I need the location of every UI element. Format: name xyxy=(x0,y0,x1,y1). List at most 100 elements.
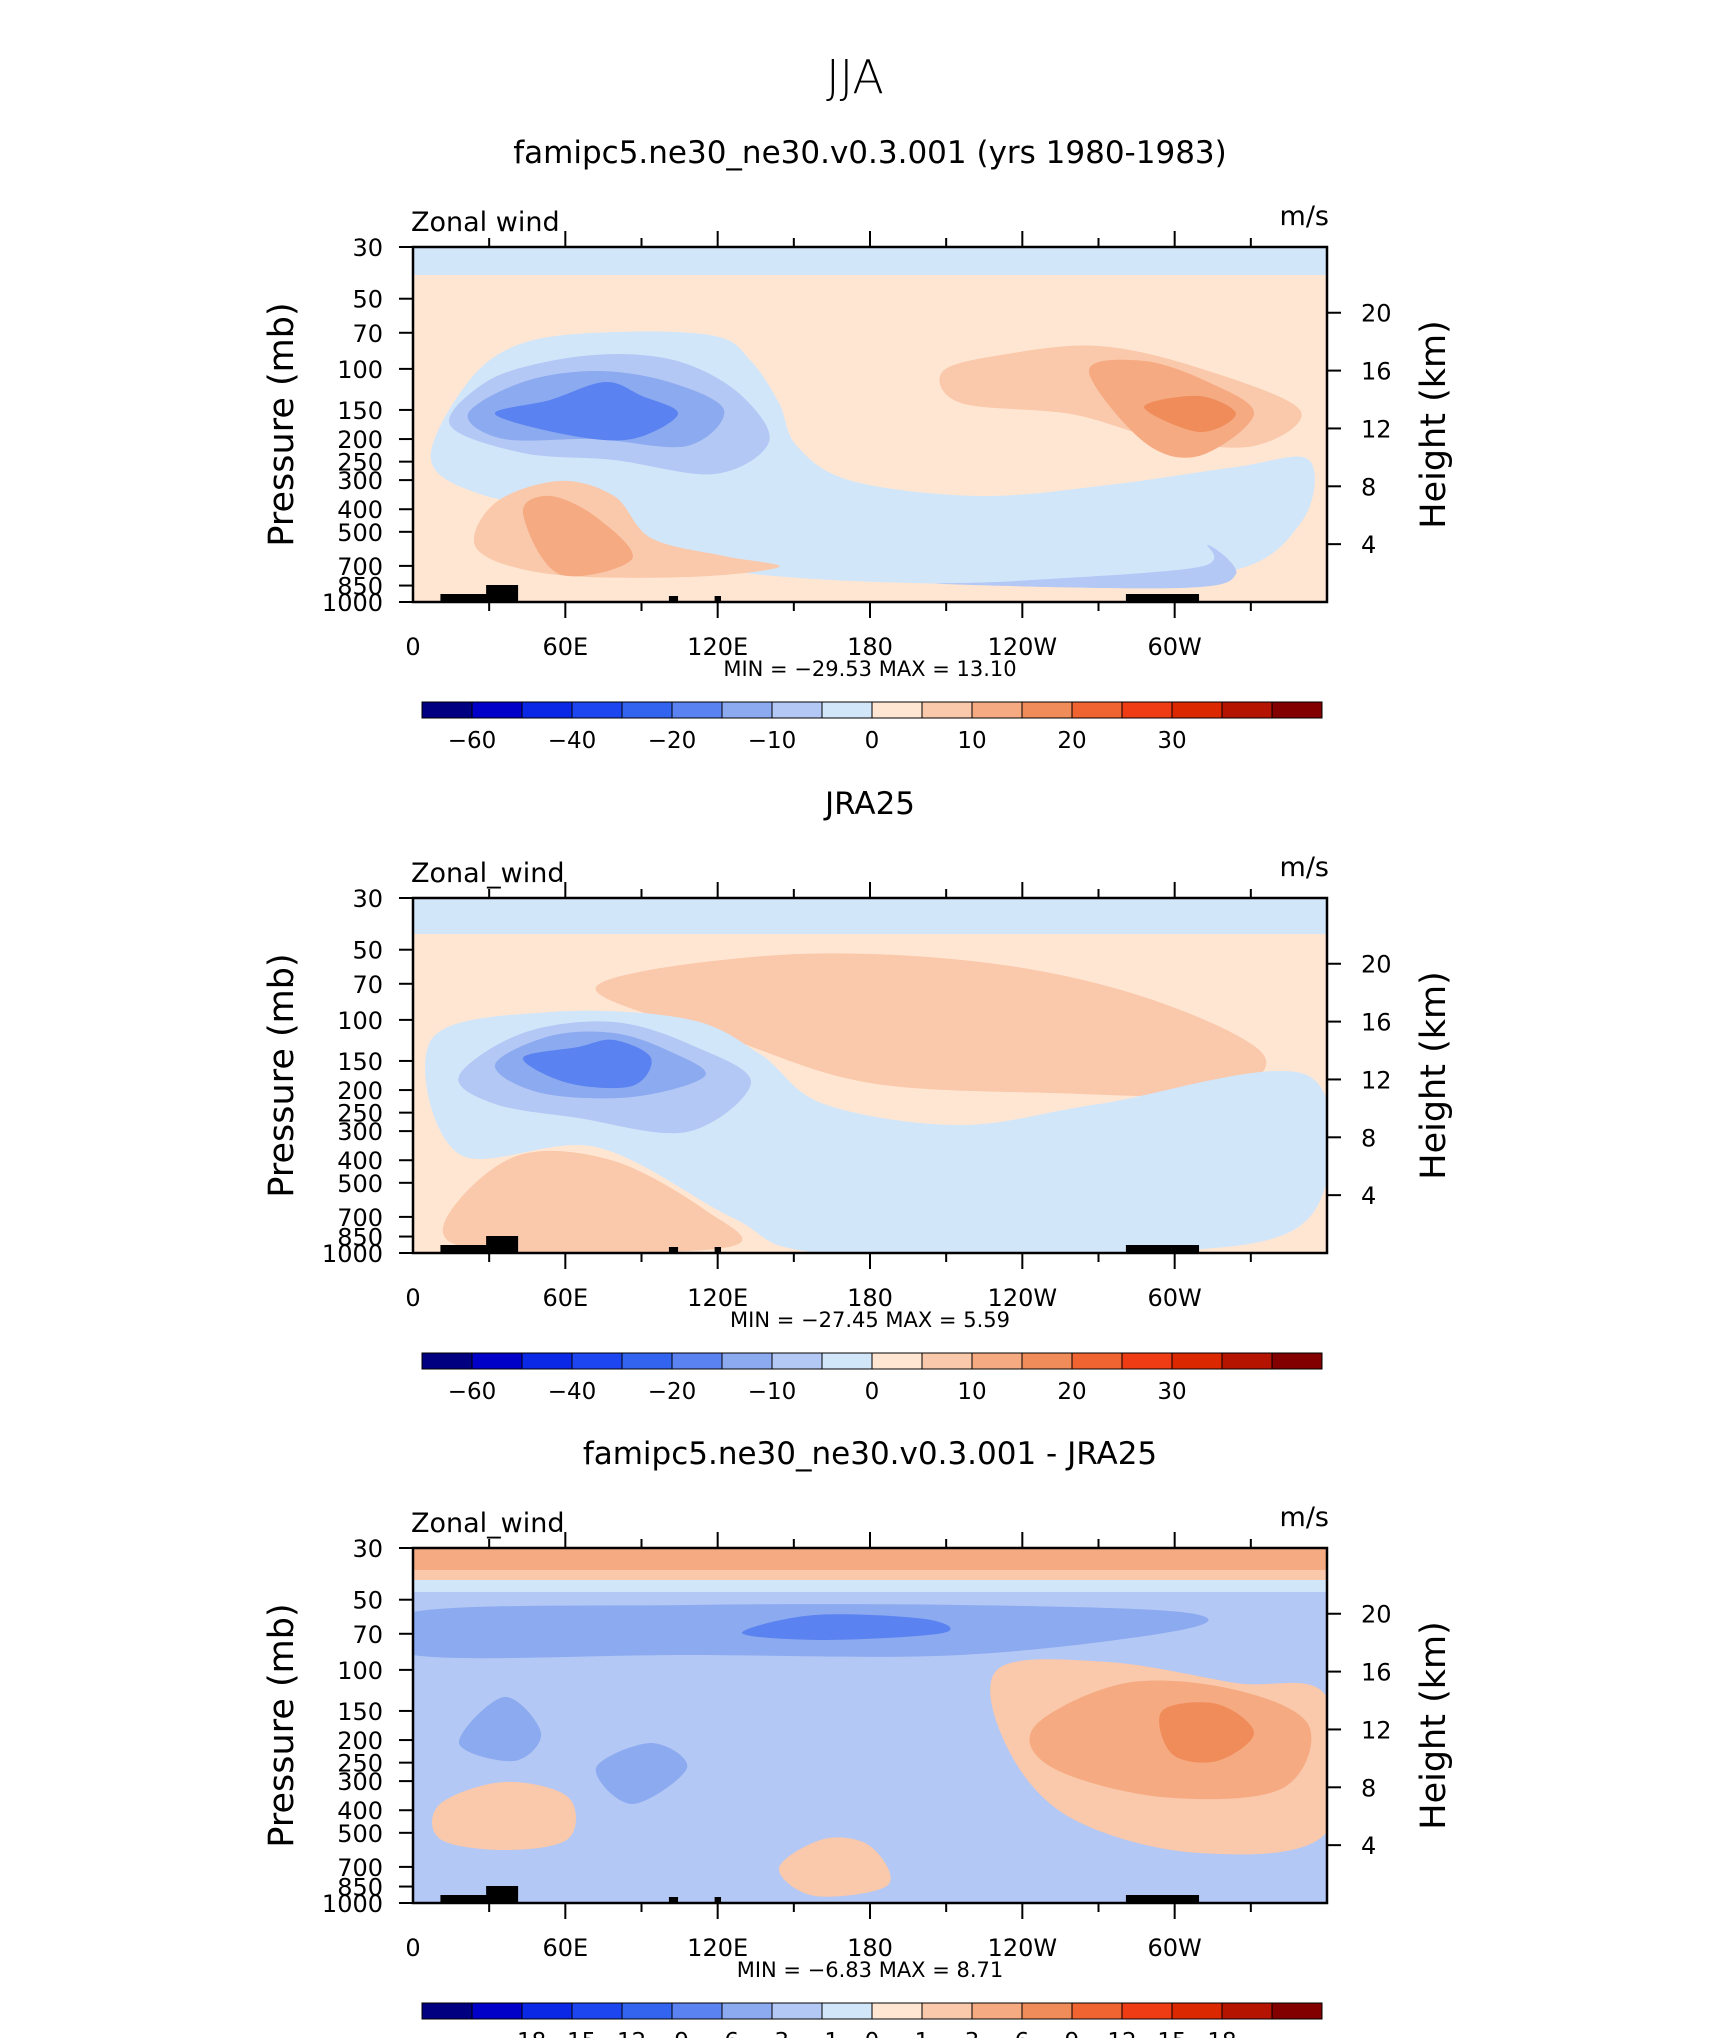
height-tick-label: 12 xyxy=(1361,1066,1392,1094)
height-tick-label: 8 xyxy=(1361,1774,1376,1802)
y-tick-label: 700 xyxy=(337,1204,383,1232)
height-tick-label: 12 xyxy=(1361,415,1392,443)
contour-field xyxy=(413,1548,1327,1903)
colorbar: −60 −40 −20 −10 0 10 20 30 xyxy=(421,1352,1323,1405)
colorbar-swatch xyxy=(1021,701,1073,719)
colorbar-swatch xyxy=(1271,701,1323,719)
height-tick-label: 4 xyxy=(1361,1182,1376,1210)
colorbar-swatch xyxy=(1171,701,1223,719)
colorbar-label: −10 xyxy=(748,1379,797,1405)
units-label: m/s xyxy=(1280,852,1329,883)
topography xyxy=(1125,594,1200,602)
y-tick-label: 100 xyxy=(337,1657,383,1685)
x-tick-label: 120W xyxy=(988,1934,1058,1962)
height-tick-label: 16 xyxy=(1361,1659,1392,1687)
y-axis-label: Pressure (mb) xyxy=(262,1603,302,1847)
colorbar-label: 0 xyxy=(865,1379,880,1405)
y-tick-label: 150 xyxy=(337,1698,383,1726)
contour-orange-3 xyxy=(1159,1702,1254,1763)
colorbar-swatch xyxy=(1121,1352,1173,1370)
y-tick-label: 1000 xyxy=(322,1240,383,1268)
x-tick-label: 180 xyxy=(847,633,893,661)
height-tick-label: 16 xyxy=(1361,358,1392,386)
colorbar-swatch xyxy=(621,2002,673,2020)
x-tick-label: 60W xyxy=(1148,1934,1202,1962)
colorbar-swatch xyxy=(1071,1352,1123,1370)
panel-title: famipc5.ne30_ne30.v0.3.001 (yrs 1980-198… xyxy=(513,135,1226,171)
colorbar-label: −15 xyxy=(548,2029,597,2038)
colorbar-label: −10 xyxy=(748,728,797,754)
y-axis-right-label: Height (km) xyxy=(1414,1621,1454,1830)
colorbar-swatch xyxy=(1121,2002,1173,2020)
y-tick-label: 1000 xyxy=(322,1890,383,1918)
y-tick-label: 30 xyxy=(352,1535,383,1563)
colorbar-swatch xyxy=(821,1352,873,1370)
field-band xyxy=(413,247,1327,275)
x-tick-label: 120E xyxy=(687,1284,748,1312)
contour-blue-3 xyxy=(494,381,679,441)
colorbar-label: −9 xyxy=(655,2029,689,2038)
colorbar-swatch xyxy=(721,701,773,719)
colorbar-swatch xyxy=(771,2002,823,2020)
colorbar-swatch xyxy=(771,701,823,719)
colorbar-label: 30 xyxy=(1157,1379,1186,1405)
height-tick-label: 20 xyxy=(1361,300,1392,328)
colorbar-swatch xyxy=(971,2002,1023,2020)
colorbar-swatch xyxy=(971,1352,1023,1370)
colorbar-swatch xyxy=(1171,2002,1223,2020)
y-tick-label: 400 xyxy=(337,1147,383,1175)
colorbar-swatch xyxy=(871,701,923,719)
colorbar-swatch xyxy=(621,1352,673,1370)
height-tick-label: 4 xyxy=(1361,1832,1376,1860)
colorbar-swatch xyxy=(1271,2002,1323,2020)
colorbar-swatch xyxy=(521,2002,573,2020)
contour-orange-low xyxy=(442,1150,743,1253)
colorbar-swatch xyxy=(471,2002,523,2020)
colorbar-swatch xyxy=(1171,1352,1223,1370)
topography xyxy=(486,1236,519,1253)
colorbar-swatch xyxy=(1221,1352,1273,1370)
colorbar-swatch xyxy=(771,1352,823,1370)
colorbar-swatch xyxy=(871,2002,923,2020)
y-axis-right-label: Height (km) xyxy=(1414,320,1454,529)
y-tick-label: 250 xyxy=(337,449,383,477)
colorbar-swatch xyxy=(1071,701,1123,719)
left-label: Zonal_wind xyxy=(411,858,565,889)
min-max-text: MIN = −6.83 MAX = 8.71 xyxy=(737,1958,1004,1982)
units-label: m/s xyxy=(1280,201,1329,232)
y-tick-label: 200 xyxy=(337,426,383,454)
y-tick-label: 400 xyxy=(337,496,383,524)
y-tick-label: 500 xyxy=(337,1170,383,1198)
colorbar-swatch xyxy=(1271,1352,1323,1370)
contour-field xyxy=(413,898,1327,1253)
x-tick-label: 180 xyxy=(847,1284,893,1312)
x-tick-label: 120W xyxy=(988,633,1058,661)
colorbar-label: 20 xyxy=(1057,728,1086,754)
y-tick-label: 300 xyxy=(337,1118,383,1146)
field-band-top xyxy=(413,1548,1327,1570)
colorbar-swatch xyxy=(571,2002,623,2020)
colorbar-label: 10 xyxy=(957,1379,986,1405)
y-tick-label: 70 xyxy=(352,1621,383,1649)
colorbar-label: 15 xyxy=(1157,2029,1186,2038)
x-tick-label: 60E xyxy=(542,1934,588,1962)
contour-blue-low xyxy=(935,544,1237,589)
y-tick-label: 500 xyxy=(337,1820,383,1848)
contour-blue-core xyxy=(741,1614,951,1640)
y-tick-label: 70 xyxy=(352,320,383,348)
topography xyxy=(440,594,505,602)
y-tick-label: 300 xyxy=(337,467,383,495)
contour-blue-mid xyxy=(595,1743,688,1804)
topography xyxy=(440,1895,505,1903)
panel-1: JRA25 Zonal_wind m/s 0 60E 120E 180 120W 60W 30 50… xyxy=(262,786,1454,1405)
colorbar-swatch xyxy=(521,1352,573,1370)
colorbar-label: 10 xyxy=(957,728,986,754)
topography xyxy=(668,596,679,602)
colorbar-label: 18 xyxy=(1207,2029,1236,2038)
y-tick-label: 30 xyxy=(352,234,383,262)
x-tick-label: 60W xyxy=(1148,1284,1202,1312)
contour-field xyxy=(413,247,1327,602)
colorbar-label: −3 xyxy=(755,2029,789,2038)
units-label: m/s xyxy=(1280,1502,1329,1533)
colorbar-swatch xyxy=(871,1352,923,1370)
